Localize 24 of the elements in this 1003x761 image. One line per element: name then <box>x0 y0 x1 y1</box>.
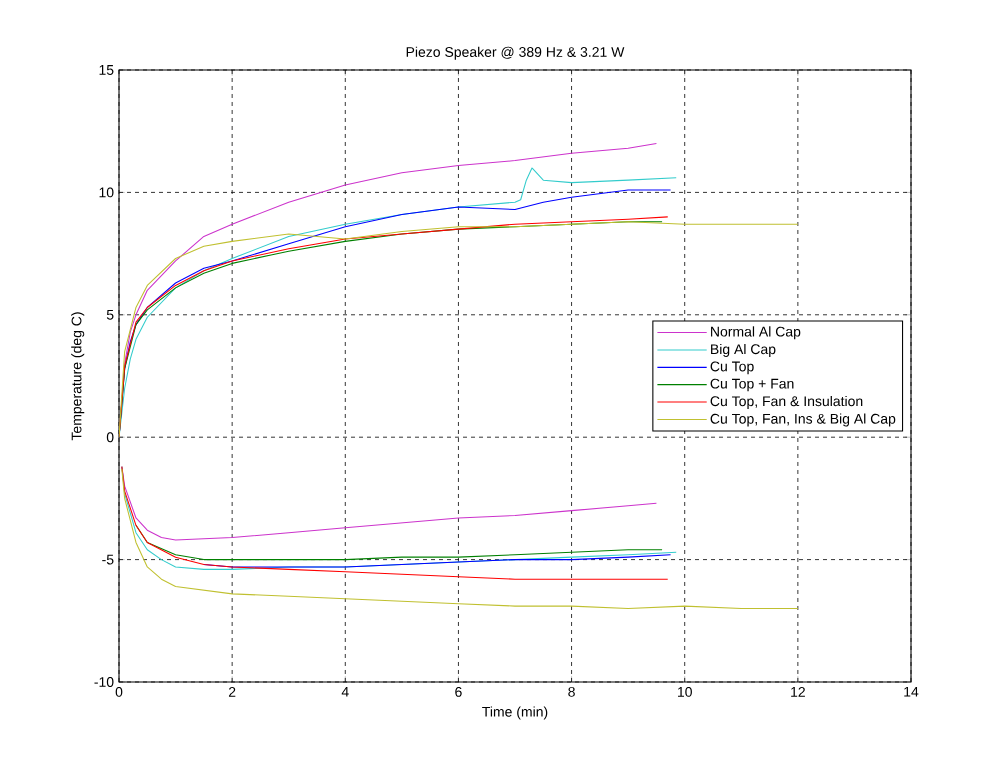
legend-label: Big Al Cap <box>711 343 776 357</box>
legend-label: Cu Top <box>710 361 754 375</box>
x-tick-label: 14 <box>904 686 919 697</box>
y-tick-label: 10 <box>99 187 114 198</box>
y-tick-label: 15 <box>99 65 114 75</box>
x-tick-label: 6 <box>455 686 462 697</box>
y-tick-label: 5 <box>106 309 114 320</box>
x-tick-label: 4 <box>341 686 349 697</box>
y-tick-label: -5 <box>102 554 114 565</box>
y-axis-title: Temperature (deg C) <box>71 312 85 441</box>
x-tick-label: 2 <box>228 686 236 697</box>
x-tick-label: 8 <box>568 686 575 697</box>
line-series <box>121 468 799 610</box>
y-tick-label: -10 <box>94 677 114 687</box>
x-tick-label: 12 <box>791 686 805 697</box>
chart-title: Piezo Speaker @ 389 Hz & 3.21 W <box>406 46 625 60</box>
x-tick-label: 0 <box>115 686 123 697</box>
x-tick-label: 10 <box>678 686 692 697</box>
legend-label: Cu Top + Fan <box>710 378 794 392</box>
legend-label: Normal Al Cap <box>711 326 801 340</box>
legend-label: Cu Top, Fan, Ins & Big Al Cap <box>710 413 896 427</box>
x-axis-title: Time (min) <box>482 706 548 720</box>
legend-label: Cu Top, Fan & Insulation <box>710 395 863 409</box>
y-tick-label: 0 <box>106 432 114 443</box>
